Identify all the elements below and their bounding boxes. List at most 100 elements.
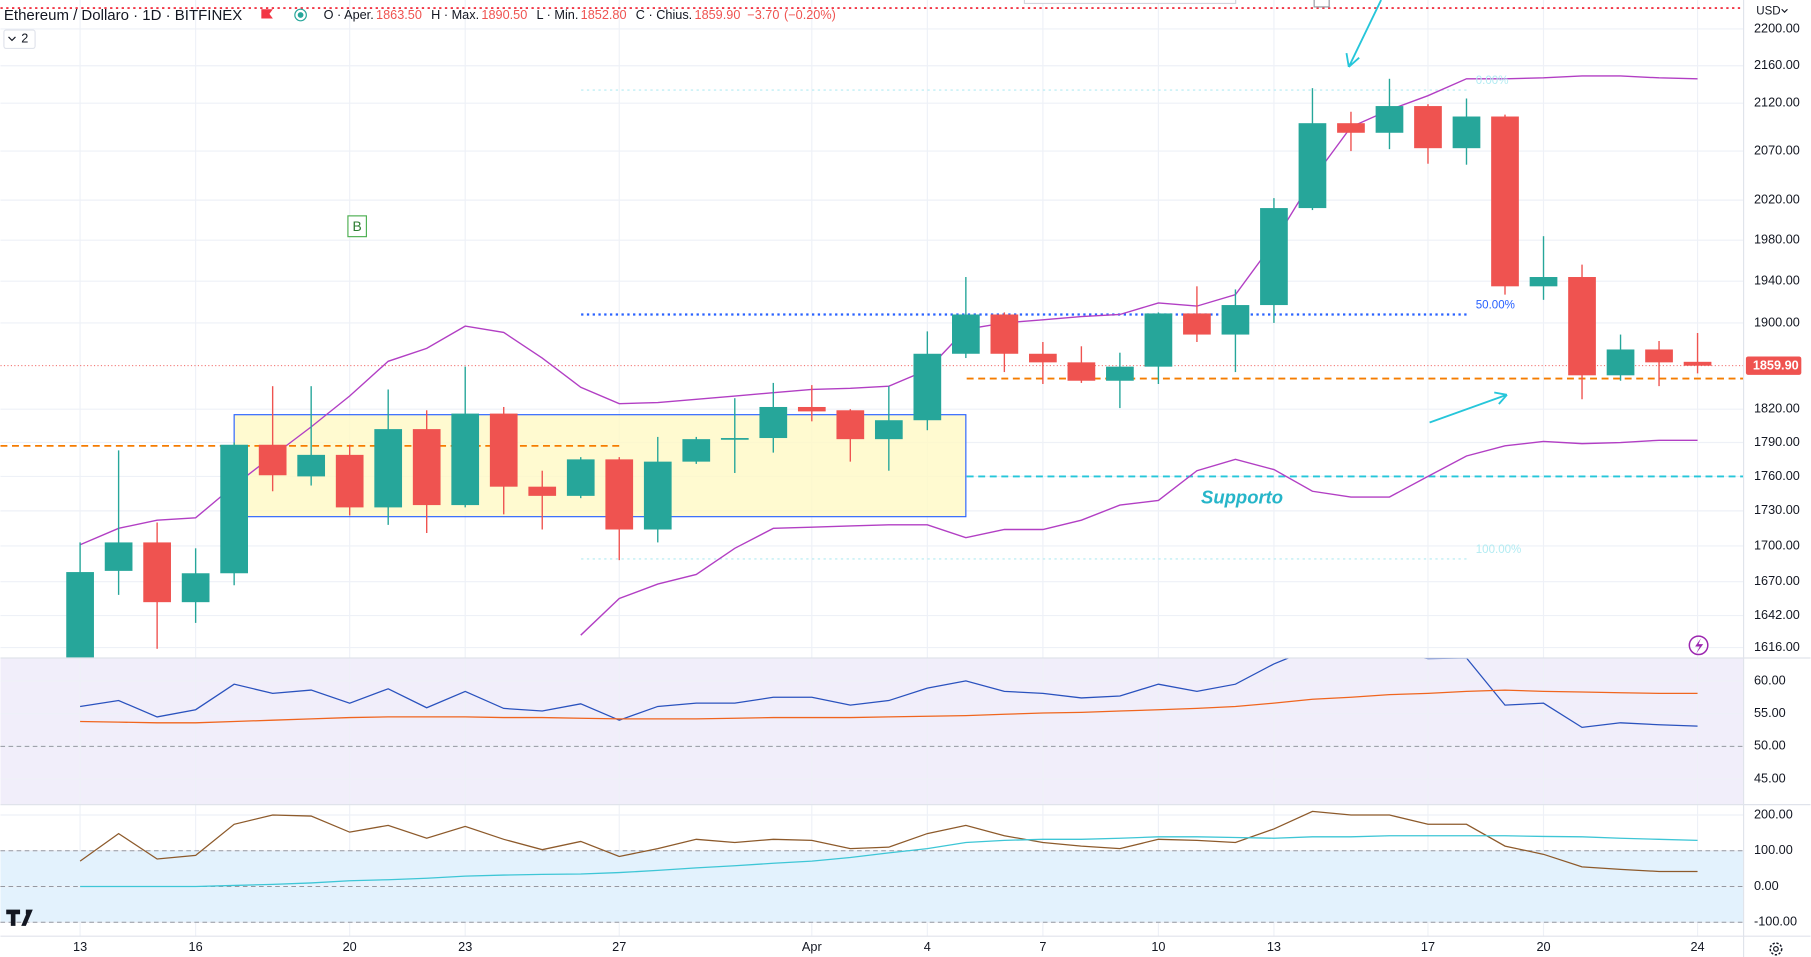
y-tick-label: 55.00 — [1754, 706, 1786, 720]
x-tick-label: 13 — [1267, 940, 1281, 954]
candle-body — [528, 486, 557, 496]
rsi-panel — [0, 658, 1744, 805]
y-tick-label: 2070.00 — [1754, 143, 1800, 157]
y-tick-label: 1670.00 — [1754, 574, 1800, 588]
indicator-count: 2 — [21, 32, 28, 46]
candle-body — [1491, 116, 1519, 287]
candle-body — [913, 353, 942, 421]
y-tick-label: 1820.00 — [1754, 402, 1800, 416]
y-tick-label: 0.00 — [1754, 879, 1779, 893]
x-tick-label: 13 — [73, 940, 87, 954]
x-tick-label: 7 — [1039, 940, 1046, 954]
candle-body — [1337, 123, 1365, 133]
legend-value: 1863.50 — [376, 9, 422, 23]
candle-body — [1375, 106, 1404, 133]
y-tick-label: 45.00 — [1754, 771, 1786, 785]
y-tick-label: 2120.00 — [1754, 96, 1800, 110]
y-tick-label: 100.00 — [1754, 843, 1793, 857]
drawing-handle — [1313, 0, 1330, 8]
candle-body — [1452, 116, 1481, 149]
indicator-line — [80, 658, 1698, 729]
candle-body — [66, 572, 94, 659]
candle-body — [836, 410, 865, 440]
candle-body — [951, 314, 980, 354]
logo[interactable] — [6, 909, 33, 926]
fib-label: 50.00% — [1476, 299, 1515, 311]
indicator-line — [79, 810, 1698, 873]
legend-key: C · Chius. — [636, 9, 692, 23]
price-pane — [0, 7, 1744, 659]
x-tick-label: 24 — [1690, 940, 1704, 954]
arrow — [1429, 391, 1508, 424]
y-tick-label: 2200.00 — [1754, 21, 1800, 35]
candle-body — [181, 573, 210, 603]
candle-body — [643, 461, 672, 530]
candle-body — [335, 454, 364, 508]
currency-label[interactable]: USD — [1756, 6, 1780, 18]
candle-body — [489, 413, 518, 487]
candle-body — [797, 406, 826, 412]
candle-body — [990, 314, 1019, 354]
x-tick-label: 20 — [343, 940, 357, 954]
candle-body — [1529, 277, 1558, 287]
x-tick-label: 10 — [1151, 940, 1165, 954]
candle-body — [1221, 305, 1250, 335]
candle-body — [1106, 366, 1134, 381]
candle-body — [258, 444, 287, 476]
x-tick-label: 17 — [1421, 940, 1435, 954]
chevron — [1781, 8, 1788, 13]
main-layer — [0, 7, 1744, 888]
candle-body — [143, 542, 171, 603]
candle-body — [451, 413, 480, 506]
candle-body — [1568, 277, 1596, 376]
indicator-toggle[interactable] — [3, 29, 36, 50]
indicator-line — [80, 835, 1698, 888]
indicator-pane — [79, 810, 1698, 888]
candle-body — [104, 542, 133, 571]
y-tick-label: 1900.00 — [1754, 315, 1800, 329]
y-tick-label: 1700.00 — [1754, 538, 1800, 552]
candle-body — [682, 439, 711, 462]
candle-body — [605, 459, 634, 530]
back-layer — [0, 0, 1744, 937]
marker-box[interactable] — [347, 215, 367, 238]
marker-label: B — [353, 218, 362, 234]
ohlc-legend: O · Aper. 1863.50 H · Max. 1890.50 L · Min. 1… — [324, 9, 836, 23]
candle-body — [412, 429, 441, 506]
y-tick-label: 200.00 — [1754, 807, 1793, 821]
candle-body — [220, 444, 248, 574]
candle-body — [1144, 313, 1173, 367]
last-price-label: 1859.90 — [1753, 359, 1799, 373]
candle-body — [374, 429, 403, 508]
x-tick-label: Apr — [802, 940, 823, 954]
y-tick-label: 1790.00 — [1754, 435, 1800, 449]
x-tick-label: 4 — [924, 940, 931, 954]
candle-body — [1298, 123, 1327, 209]
band-line — [580, 439, 1698, 636]
candle-body — [297, 454, 326, 477]
chart-title: Ethereum / Dollaro · 1D · BITFINEX — [4, 7, 242, 24]
candle-body — [1183, 313, 1211, 335]
status-dot — [297, 12, 304, 18]
flag-icon[interactable] — [261, 9, 273, 19]
y-tick-label: 1616.00 — [1754, 640, 1800, 654]
indicator-pane — [80, 658, 1698, 729]
candle-body — [1414, 106, 1442, 149]
alert-bolt — [1695, 638, 1704, 654]
candle-body — [720, 438, 749, 440]
legend-value: 1852.80 — [581, 9, 627, 23]
candle-body — [759, 406, 788, 439]
legend-value: 1890.50 — [481, 9, 527, 23]
candle-body — [1260, 208, 1288, 306]
candle-body — [1683, 361, 1712, 366]
support-label: Supporto — [1201, 487, 1283, 508]
x-tick-label: 16 — [189, 940, 203, 954]
settings-icon[interactable] — [1769, 942, 1783, 956]
alert-icon[interactable] — [1688, 635, 1709, 656]
y-tick-label: 1940.00 — [1754, 274, 1800, 288]
candle-body — [1029, 353, 1057, 363]
arrow — [1345, 0, 1382, 68]
change-percent: (−0.20%) — [784, 9, 836, 23]
candle-body — [1645, 349, 1673, 363]
